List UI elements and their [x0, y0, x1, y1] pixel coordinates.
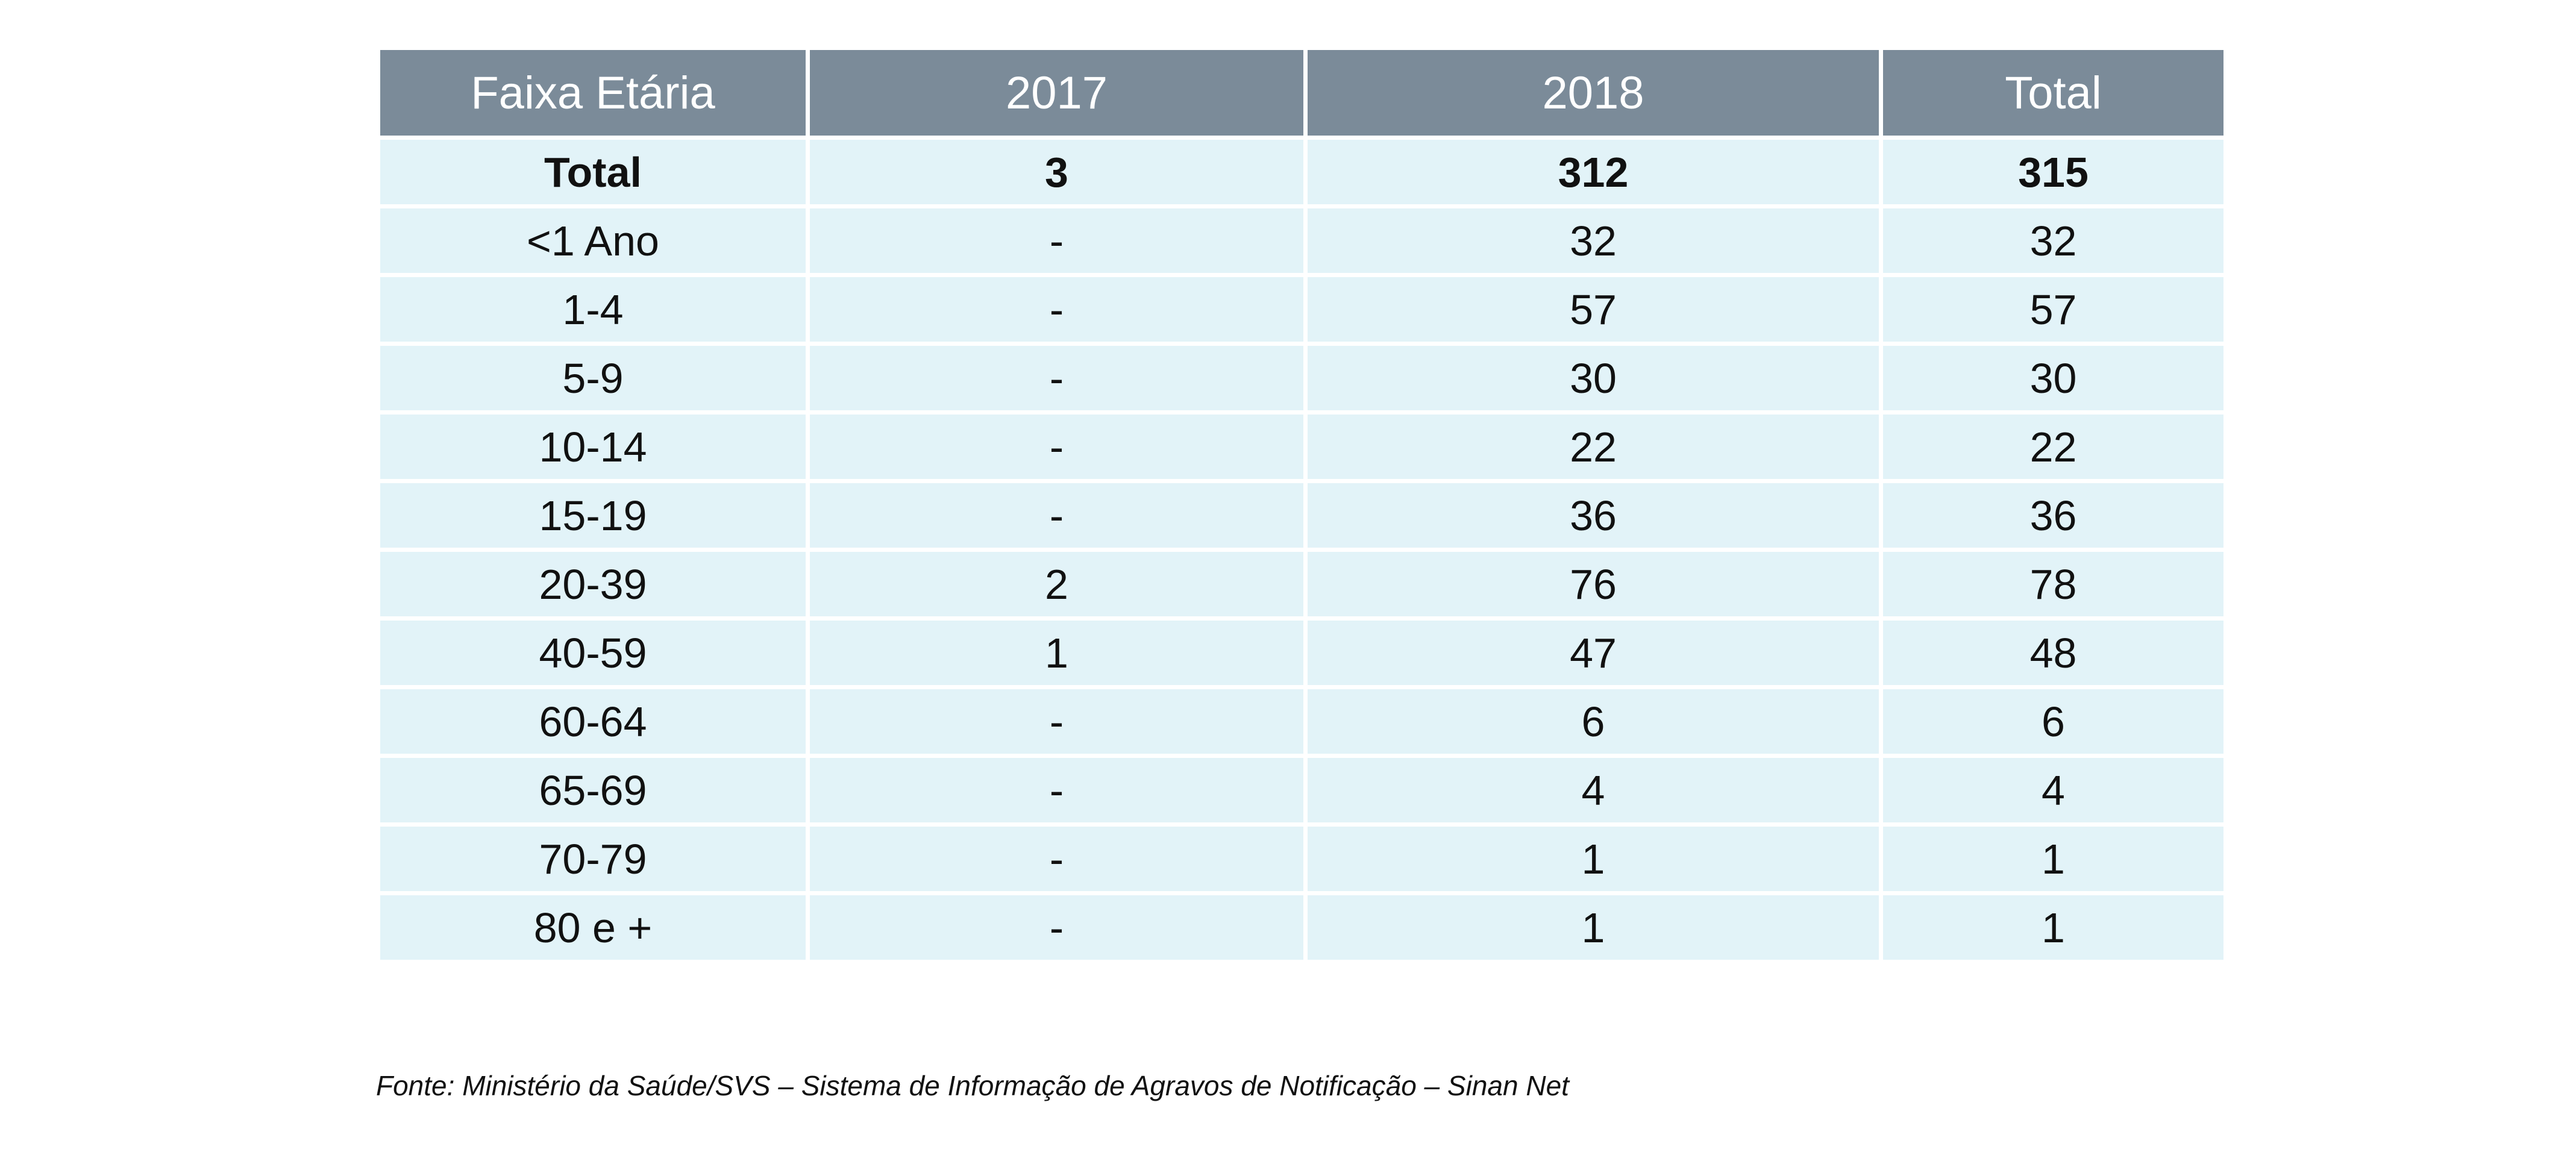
cell-2017: -: [806, 891, 1308, 964]
header-total: Total: [1879, 46, 2228, 140]
cell-total: 57: [1879, 273, 2228, 346]
table-row: 65-69 - 4 4: [376, 754, 2228, 827]
header-age-group: Faixa Etária: [376, 46, 810, 140]
cell-2017: -: [806, 273, 1308, 346]
header-2017: 2017: [806, 46, 1308, 140]
cell-total: 315: [1879, 136, 2228, 208]
cell-2017: -: [806, 479, 1308, 552]
table-row: 40-59 1 47 48: [376, 616, 2228, 689]
cell-total: 22: [1879, 410, 2228, 483]
cell-total: 4: [1879, 754, 2228, 827]
cell-2017: -: [806, 822, 1308, 895]
table-row: <1 Ano - 32 32: [376, 204, 2228, 277]
cell-age-group: 80 e +: [376, 891, 810, 964]
cell-2017: -: [806, 342, 1308, 415]
cell-2018: 36: [1303, 479, 1883, 552]
table-row: 15-19 - 36 36: [376, 479, 2228, 552]
age-group-table: Faixa Etária 2017 2018 Total Total 3 312…: [376, 46, 2228, 964]
cell-2017: 1: [806, 616, 1308, 689]
cell-total: 36: [1879, 479, 2228, 552]
data-table-container: Faixa Etária 2017 2018 Total Total 3 312…: [376, 46, 2228, 964]
header-2018: 2018: [1303, 46, 1883, 140]
cell-total: 30: [1879, 342, 2228, 415]
cell-2017: -: [806, 754, 1308, 827]
cell-total: 48: [1879, 616, 2228, 689]
cell-2017: 2: [806, 548, 1308, 621]
table-row: 80 e + - 1 1: [376, 891, 2228, 964]
cell-total: 78: [1879, 548, 2228, 621]
cell-2017: 3: [806, 136, 1308, 208]
cell-age-group: 10-14: [376, 410, 810, 483]
cell-age-group: 5-9: [376, 342, 810, 415]
cell-age-group: 20-39: [376, 548, 810, 621]
cell-age-group: 40-59: [376, 616, 810, 689]
cell-age-group: Total: [376, 136, 810, 208]
cell-total: 6: [1879, 685, 2228, 758]
table-header-row: Faixa Etária 2017 2018 Total: [376, 46, 2228, 140]
cell-total: 1: [1879, 822, 2228, 895]
cell-2018: 6: [1303, 685, 1883, 758]
cell-2018: 76: [1303, 548, 1883, 621]
cell-2018: 47: [1303, 616, 1883, 689]
table-row: 5-9 - 30 30: [376, 342, 2228, 415]
cell-2017: -: [806, 204, 1308, 277]
cell-age-group: 60-64: [376, 685, 810, 758]
cell-age-group: 65-69: [376, 754, 810, 827]
cell-2018: 312: [1303, 136, 1883, 208]
cell-2018: 4: [1303, 754, 1883, 827]
table-row: 10-14 - 22 22: [376, 410, 2228, 483]
cell-2018: 1: [1303, 891, 1883, 964]
table-row-total: Total 3 312 315: [376, 136, 2228, 208]
cell-2018: 30: [1303, 342, 1883, 415]
table-row: 60-64 - 6 6: [376, 685, 2228, 758]
cell-total: 32: [1879, 204, 2228, 277]
cell-2017: -: [806, 685, 1308, 758]
cell-2018: 57: [1303, 273, 1883, 346]
table-row: 20-39 2 76 78: [376, 548, 2228, 621]
cell-age-group: 1-4: [376, 273, 810, 346]
table-row: 70-79 - 1 1: [376, 822, 2228, 895]
cell-2018: 22: [1303, 410, 1883, 483]
cell-age-group: 70-79: [376, 822, 810, 895]
cell-age-group: 15-19: [376, 479, 810, 552]
cell-2017: -: [806, 410, 1308, 483]
cell-total: 1: [1879, 891, 2228, 964]
source-note: Fonte: Ministério da Saúde/SVS – Sistema…: [376, 1070, 1569, 1101]
cell-2018: 32: [1303, 204, 1883, 277]
cell-2018: 1: [1303, 822, 1883, 895]
cell-age-group: <1 Ano: [376, 204, 810, 277]
table-row: 1-4 - 57 57: [376, 273, 2228, 346]
